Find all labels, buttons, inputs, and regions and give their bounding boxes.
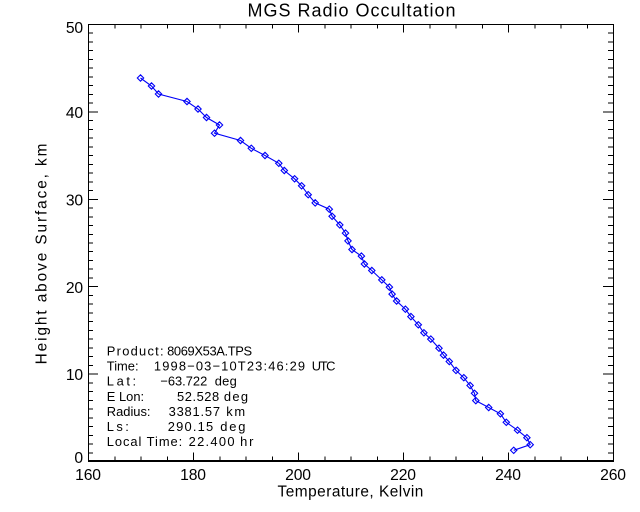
svg-text:Product:8069X53A.TPS: Product: 8069X53A.TPS <box>107 344 252 359</box>
svg-text:30: 30 <box>66 193 84 210</box>
svg-text:200: 200 <box>285 467 311 484</box>
svg-text:0: 0 <box>74 450 83 467</box>
svg-text:20: 20 <box>66 280 84 297</box>
svg-text:260: 260 <box>600 467 626 484</box>
svg-text:50: 50 <box>66 20 84 37</box>
svg-text:160: 160 <box>75 467 101 484</box>
svg-text:Height above Surface, km: Height above Surface, km <box>34 142 51 365</box>
svg-text:MGS Radio Occultation: MGS Radio Occultation <box>247 1 456 21</box>
svg-text:220: 220 <box>390 467 416 484</box>
svg-text:240: 240 <box>495 467 521 484</box>
svg-text:10: 10 <box>66 367 84 384</box>
svg-text:40: 40 <box>66 105 84 122</box>
svg-text:180: 180 <box>180 467 206 484</box>
svg-text:Temperature, Kelvin: Temperature, Kelvin <box>278 483 424 500</box>
